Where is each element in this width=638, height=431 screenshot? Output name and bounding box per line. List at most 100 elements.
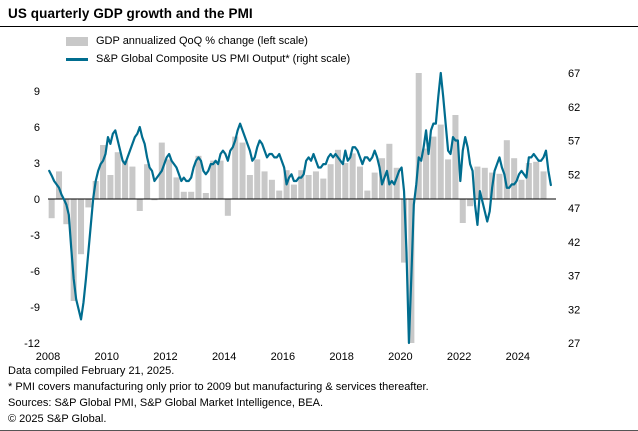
gdp-bar [533,161,540,199]
gdp-bar [195,155,202,199]
gdp-bar [327,164,334,199]
gdp-bar [210,160,217,199]
gdp-bar [129,166,136,199]
gdp-bar [423,148,430,199]
right-axis-tick-label: 57 [568,136,580,148]
right-axis-tick-label: 42 [568,237,580,249]
gdp-bar [114,152,121,199]
gdp-bar [107,175,114,199]
left-axis-tick-label: 0 [34,194,40,206]
x-axis-tick-label: 2024 [506,351,530,361]
gdp-bar [144,164,151,199]
gdp-bar [393,167,400,199]
right-axis-tick-label: 62 [568,102,580,114]
gdp-bar [320,178,327,199]
footnote-sources: Sources: S&P Global PMI, S&P Global Mark… [8,397,324,409]
legend-gdp-label: GDP annualized QoQ % change (left scale) [96,35,308,47]
gdp-bar [386,143,393,199]
x-axis-tick-label: 2022 [447,351,471,361]
chart-header: US quarterly GDP growth and the PMI [0,0,638,27]
footnote-data-compiled: Data compiled February 21, 2025. [8,365,175,377]
gdp-bar [202,193,209,199]
right-axis-tick-label: 27 [568,338,580,350]
gdp-bar [467,199,474,207]
gdp-bar [63,199,70,225]
left-axis-tick-label: -12 [24,338,40,350]
gdp-bar [70,199,77,301]
gdp-bar [430,136,437,199]
gdp-bar [48,199,55,219]
gdp-bar [254,159,261,199]
gdp-bar [452,115,459,199]
gdp-bar [239,142,246,199]
gdp-bar [100,145,107,199]
right-axis-tick-label: 67 [568,69,580,80]
gdp-bar [481,167,488,199]
gdp-bar [92,181,99,199]
right-axis-tick-label: 47 [568,203,580,215]
gdp-bar [437,124,444,199]
gdp-bar [445,159,452,199]
right-axis-tick-label: 37 [568,271,580,283]
gdp-bar [78,199,85,255]
gdp-bar [261,171,268,199]
gdp-bar [166,159,173,199]
gdp-bar [401,199,408,263]
gdp-bar [474,166,481,199]
gdp-bar [268,179,275,199]
gdp-bar [371,172,378,199]
chart-title: US quarterly GDP growth and the PMI [8,6,253,21]
right-axis-tick-label: 52 [568,169,580,181]
x-axis-tick-label: 2010 [94,351,118,361]
gdp-bar [232,136,239,199]
left-axis-tick-label: 9 [34,86,40,98]
gdp-bar [173,177,180,199]
x-axis-tick-label: 2020 [388,351,412,361]
gdp-bar [349,153,356,199]
left-axis-tick-label: -3 [30,230,40,242]
gdp-pmi-combo-chart: 9 6 3 0 -3 -6 -9 -12 67 62 57 52 47 42 37 32 27 2008 2010 2… [24,69,580,361]
gdp-bar [298,170,305,199]
gdp-bar [188,191,195,199]
gdp-bar [518,179,525,199]
footnote-pmi-coverage: * PMI covers manufacturing only prior to… [8,381,429,393]
gdp-bar [122,160,129,199]
pmi-line [48,71,552,345]
x-axis-tick-label: 2014 [212,351,236,361]
gdp-bar [217,160,224,199]
gdp-bar [334,149,341,199]
gdp-bar [85,199,92,208]
x-axis-tick-label: 2008 [36,351,60,361]
gdp-bar [415,73,422,199]
footnote-copyright: © 2025 S&P Global. [8,413,107,425]
x-axis-tick-label: 2012 [153,351,177,361]
gdp-bar [180,191,187,199]
gdp-bar [56,171,63,199]
gdp-bar [151,199,158,201]
left-axis-tick-label: 3 [34,158,40,170]
gdp-bar [224,199,231,216]
gdp-bar [364,190,371,199]
left-axis-tick-label: -9 [30,302,40,314]
legend-item-pmi: S&P Global Composite US PMI Output* (rig… [66,51,638,67]
gdp-bar [312,171,319,199]
gdp-bar [305,175,312,199]
gdp-bar [290,184,297,199]
gdp-bar [342,163,349,199]
x-axis-tick-label: 2016 [271,351,295,361]
gdp-bar [356,166,363,199]
pmi-line-swatch-icon [66,57,88,61]
gdp-bar [525,163,532,199]
chart-legend: GDP annualized QoQ % change (left scale)… [66,33,638,67]
gdp-bar [511,158,518,199]
gdp-bar [503,140,510,199]
gdp-bar-swatch-icon [66,36,88,46]
gdp-bar [459,199,466,223]
chart-footnotes: Data compiled February 21, 2025. * PMI c… [0,361,638,431]
gdp-bar [276,190,283,199]
left-axis-tick-label: 6 [34,122,40,134]
right-axis-tick-label: 32 [568,304,580,316]
legend-pmi-label: S&P Global Composite US PMI Output* (rig… [96,53,351,65]
gdp-bar [540,171,547,199]
gdp-bar [136,199,143,211]
